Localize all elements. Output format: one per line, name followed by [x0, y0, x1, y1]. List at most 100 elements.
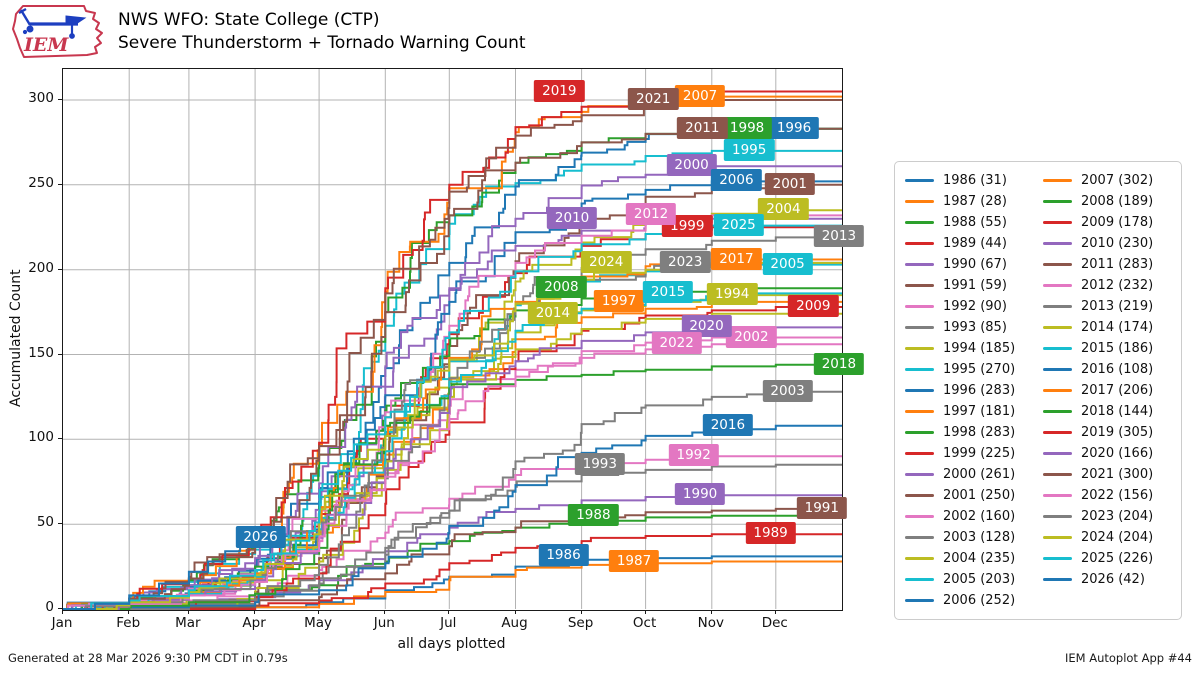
app-credit: IEM Autoplot App #44 — [1064, 651, 1192, 665]
x-tick-label: Jul — [440, 615, 457, 631]
legend-label: 1992 (90) — [943, 299, 1007, 314]
x-tick — [448, 610, 450, 614]
legend-label: 1989 (44) — [943, 236, 1007, 251]
legend-label: 2019 (305) — [1081, 425, 1154, 440]
legend-item-2020: 2020 (166) — [1043, 443, 1171, 464]
x-tick-label: Dec — [761, 615, 788, 631]
x-tick-label: Jan — [51, 615, 73, 631]
legend-swatch — [905, 452, 934, 455]
y-tick-label: 300 — [28, 90, 54, 106]
y-tick — [58, 99, 62, 100]
generated-timestamp: Generated at 28 Mar 2026 9:30 PM CDT in … — [8, 651, 288, 665]
legend-label: 2011 (283) — [1081, 257, 1154, 272]
legend-item-2006: 2006 (252) — [905, 590, 1033, 611]
legend-label: 2021 (300) — [1081, 467, 1154, 482]
legend-swatch — [1043, 305, 1072, 308]
legend-swatch — [1043, 368, 1072, 371]
y-tick — [58, 523, 62, 525]
legend-item-2000: 2000 (261) — [905, 464, 1033, 485]
legend-label: 2003 (128) — [943, 530, 1016, 545]
legend-swatch — [905, 557, 934, 560]
legend-item-1992: 1992 (90) — [905, 296, 1033, 317]
legend-item-2007: 2007 (302) — [1043, 170, 1171, 191]
x-tick-label: Sep — [567, 615, 594, 631]
y-tick-label: 150 — [28, 344, 54, 361]
legend-swatch — [905, 431, 934, 434]
legend-item-2002: 2002 (160) — [905, 506, 1033, 527]
legend-swatch — [1043, 389, 1072, 392]
legend-label: 2006 (252) — [943, 593, 1016, 608]
legend-item-2013: 2013 (219) — [1043, 296, 1171, 317]
legend-item-2025: 2025 (226) — [1043, 548, 1171, 569]
series-line-2019 — [63, 90, 842, 610]
legend-item-2009: 2009 (178) — [1043, 212, 1171, 233]
legend-label: 1997 (181) — [943, 404, 1016, 419]
y-tick-label: 200 — [28, 259, 54, 276]
legend-label: 2026 (42) — [1081, 572, 1145, 587]
legend-swatch — [1043, 221, 1072, 224]
legend-swatch — [905, 410, 934, 413]
x-tick — [774, 610, 776, 614]
x-tick — [514, 610, 516, 614]
legend-item-2014: 2014 (174) — [1043, 317, 1171, 338]
x-axis-title: all days plotted — [397, 636, 506, 652]
y-tick — [58, 268, 62, 270]
series-line-1986 — [63, 555, 842, 610]
x-tick-label: Feb — [116, 615, 141, 631]
legend-swatch — [905, 599, 934, 602]
legend-swatch — [1043, 473, 1072, 476]
legend-swatch — [905, 473, 934, 476]
legend-swatch — [1043, 284, 1072, 287]
series-line-1989 — [63, 533, 842, 610]
x-tick — [644, 610, 646, 614]
legend-label: 2024 (204) — [1081, 530, 1154, 545]
legend-item-2004: 2004 (235) — [905, 548, 1033, 569]
legend-item-2012: 2012 (232) — [1043, 275, 1171, 296]
legend-label: 1990 (67) — [943, 257, 1007, 272]
legend-label: 2008 (189) — [1081, 194, 1154, 209]
y-tick-label: 50 — [36, 514, 54, 531]
y-tick-label: 250 — [28, 174, 54, 191]
x-tick-label: Aug — [501, 615, 528, 631]
legend-item-2018: 2018 (144) — [1043, 401, 1171, 422]
legend-swatch — [1043, 326, 1072, 329]
legend-label: 2001 (250) — [943, 488, 1016, 503]
legend-swatch — [905, 284, 934, 287]
legend-item-1993: 1993 (85) — [905, 317, 1033, 338]
series-line-2021 — [63, 99, 842, 610]
legend-swatch — [905, 515, 934, 518]
series-line-2000 — [63, 165, 842, 610]
legend-item-2015: 2015 (186) — [1043, 338, 1171, 359]
legend-item-1987: 1987 (28) — [905, 191, 1033, 212]
legend-label: 2004 (235) — [943, 551, 1016, 566]
legend-label: 1995 (270) — [943, 362, 1016, 377]
legend-label: 2018 (144) — [1081, 404, 1154, 419]
x-tick — [710, 610, 712, 614]
legend-item-2010: 2010 (230) — [1043, 233, 1171, 254]
series-line-2022 — [63, 343, 842, 610]
legend-label: 2017 (206) — [1081, 383, 1154, 398]
legend-item-2003: 2003 (128) — [905, 527, 1033, 548]
legend-swatch — [905, 263, 934, 266]
series-line-1995 — [63, 149, 842, 610]
chart-canvas — [63, 69, 842, 610]
legend-label: 2007 (302) — [1081, 173, 1154, 188]
legend-label: 2002 (160) — [943, 509, 1016, 524]
series-line-2016 — [63, 424, 842, 610]
y-tick — [58, 353, 62, 355]
x-tick-label: Jun — [373, 615, 395, 631]
legend-swatch — [905, 368, 934, 371]
iem-logo: IEM — [12, 5, 103, 58]
legend-swatch — [905, 179, 934, 182]
legend-swatch — [1043, 347, 1072, 350]
legend-item-1986: 1986 (31) — [905, 170, 1033, 191]
x-tick-label: Apr — [242, 615, 266, 631]
x-tick-label: Mar — [175, 615, 201, 631]
legend-label: 2022 (156) — [1081, 488, 1154, 503]
series-line-2012 — [63, 214, 842, 610]
x-tick — [254, 610, 256, 614]
chart-subtitle: Severe Thunderstorm + Tornado Warning Co… — [118, 33, 526, 53]
series-line-1996 — [63, 127, 842, 610]
legend-swatch — [905, 494, 934, 497]
legend-swatch — [905, 347, 934, 350]
